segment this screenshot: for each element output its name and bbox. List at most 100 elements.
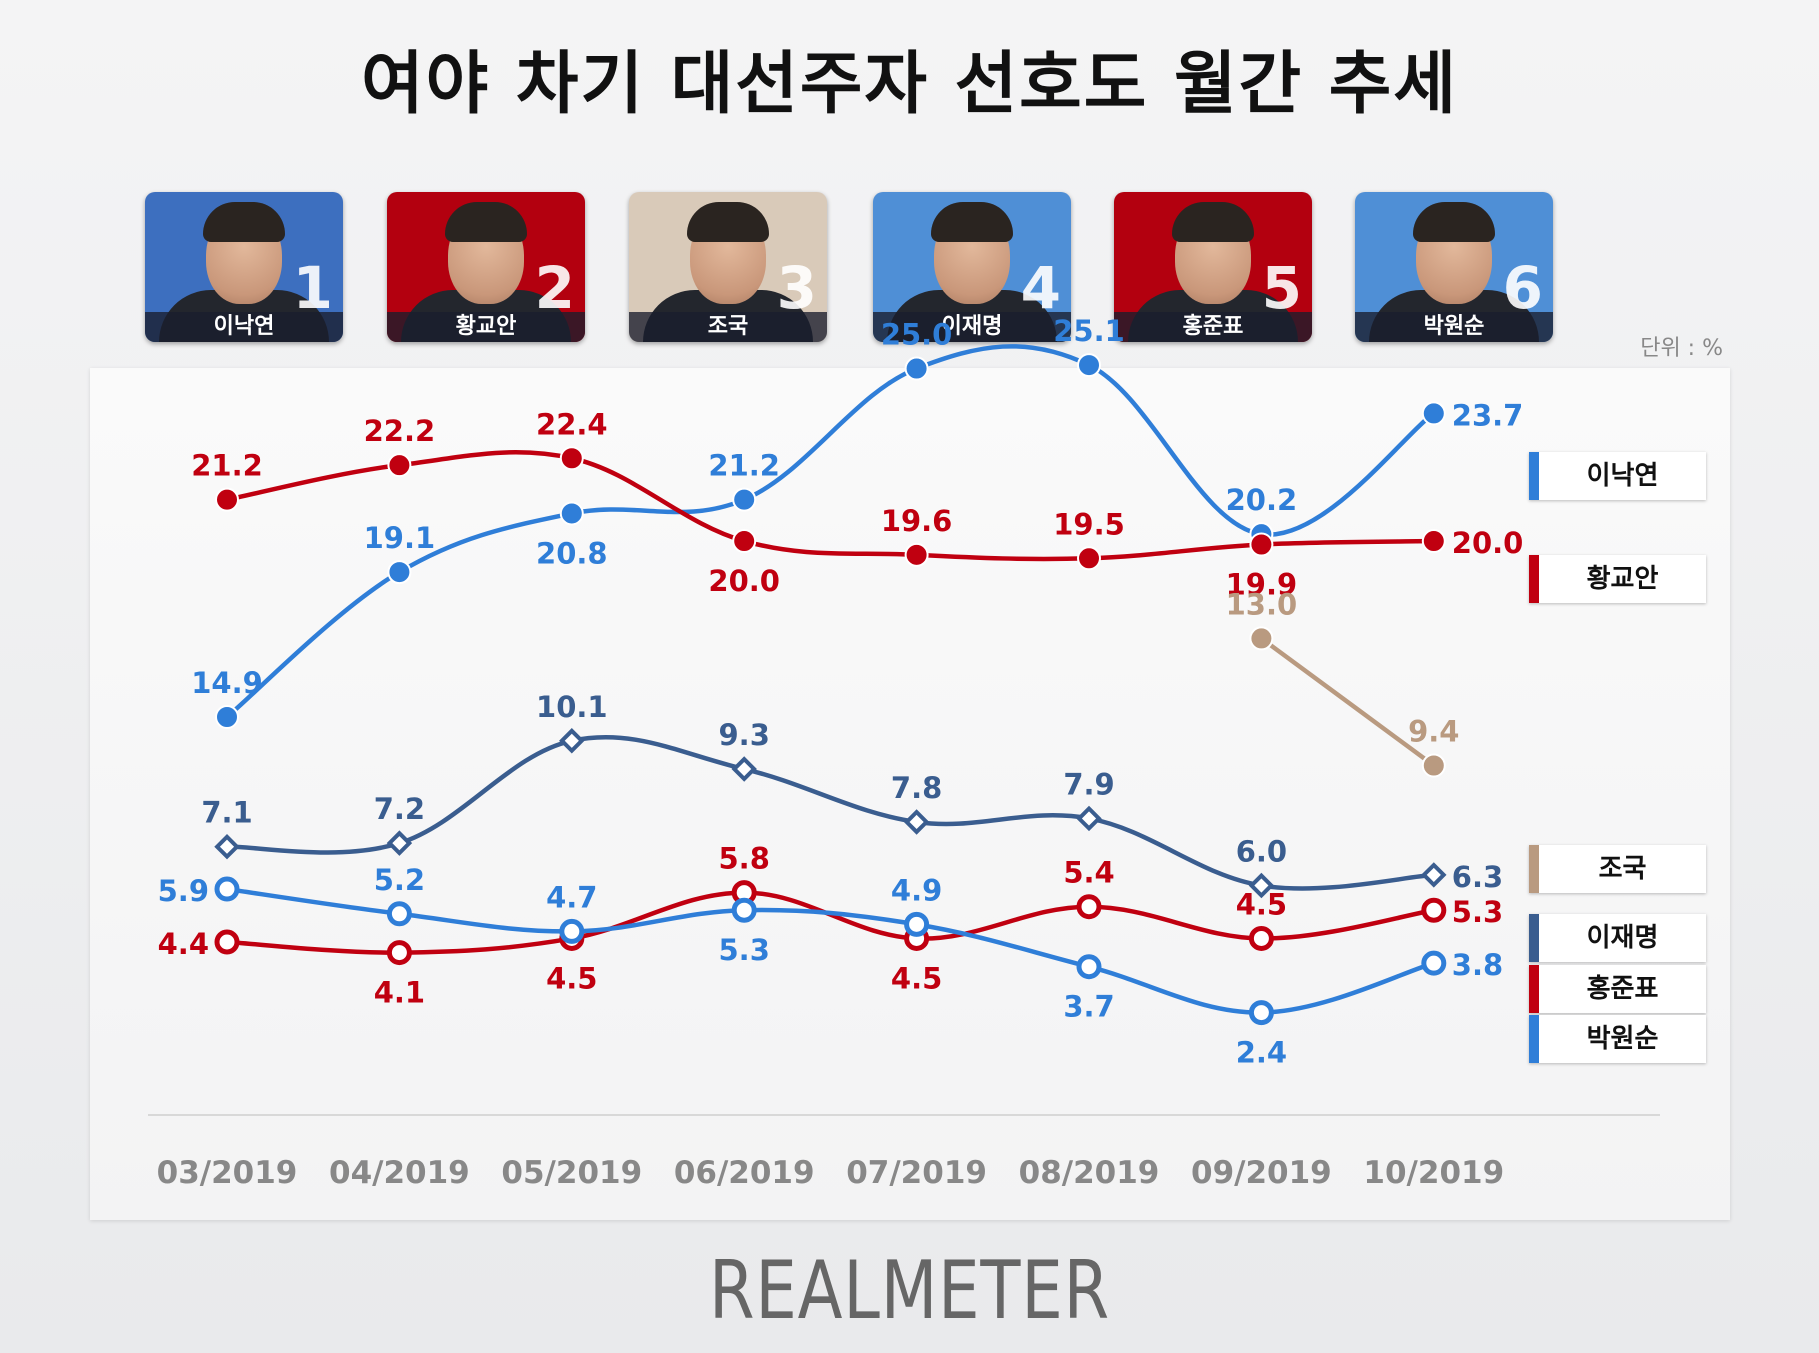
- data-label: 25.1: [1053, 314, 1125, 348]
- x-tick-label: 07/2019: [846, 1155, 987, 1191]
- data-point: [1248, 925, 1274, 951]
- candidate-name: 조국: [629, 312, 827, 342]
- data-label: 22.4: [536, 407, 608, 441]
- data-label: 21.2: [708, 449, 780, 483]
- data-label: 19.6: [881, 504, 953, 538]
- data-point: [1421, 529, 1446, 554]
- data-label: 4.5: [891, 961, 942, 995]
- data-label: 20.2: [1226, 483, 1298, 517]
- candidate-rank: 3: [776, 254, 817, 322]
- data-point: [387, 453, 412, 478]
- data-point: [732, 487, 757, 512]
- data-point: [1421, 950, 1447, 976]
- legend-item: 조국: [1529, 845, 1706, 893]
- data-point: [1248, 872, 1275, 899]
- candidate-name: 황교안: [387, 312, 585, 342]
- candidate-card: 3 조국: [629, 192, 827, 342]
- data-label: 21.2: [191, 449, 263, 483]
- x-tick-label: 09/2019: [1191, 1155, 1332, 1191]
- data-label: 7.2: [374, 792, 425, 826]
- x-tick-label: 10/2019: [1363, 1155, 1504, 1191]
- x-tick-label: 08/2019: [1019, 1155, 1160, 1191]
- data-point: [731, 897, 757, 923]
- data-label: 5.2: [374, 863, 425, 897]
- data-point: [1249, 626, 1274, 651]
- data-point: [1421, 862, 1447, 888]
- legend-item: 박원순: [1529, 1015, 1706, 1063]
- data-label: 4.4: [158, 927, 209, 961]
- data-label: 20.8: [536, 536, 608, 570]
- chart-title: 여야 차기 대선주자 선호도 월간 추세: [361, 45, 1458, 124]
- data-point: [1076, 894, 1102, 920]
- data-label: 4.5: [546, 961, 597, 995]
- x-tick-label: 06/2019: [674, 1155, 815, 1191]
- series-line: [226, 734, 1434, 891]
- data-label: 5.3: [719, 933, 770, 967]
- data-point: [386, 901, 412, 927]
- candidate-rank: 2: [534, 254, 575, 322]
- data-label: 4.9: [891, 873, 942, 907]
- data-label: 5.9: [158, 874, 209, 908]
- data-label: 5.4: [1063, 856, 1114, 890]
- series-line: [226, 450, 1434, 562]
- candidate-name: 이재명: [873, 312, 1071, 342]
- x-tick-label: 03/2019: [157, 1155, 298, 1191]
- candidate-rank: 1: [292, 254, 333, 322]
- data-label: 6.0: [1236, 835, 1287, 869]
- data-label: 5.3: [1452, 895, 1503, 929]
- portrait-hair: [445, 202, 527, 242]
- data-label: 23.7: [1452, 398, 1524, 432]
- legend-item: 이낙연: [1529, 452, 1706, 500]
- portrait-hair: [1413, 202, 1495, 242]
- candidate-card: 1 이낙연: [145, 192, 343, 342]
- data-label: 10.1: [536, 690, 608, 724]
- x-tick-label: 04/2019: [329, 1155, 470, 1191]
- data-point: [215, 705, 239, 729]
- data-point: [1076, 954, 1102, 980]
- series-line: [1260, 636, 1436, 768]
- data-point: [1076, 805, 1102, 832]
- data-point: [214, 929, 240, 955]
- data-point: [214, 833, 240, 860]
- data-label: 13.0: [1226, 587, 1298, 621]
- data-label: 3.8: [1452, 948, 1503, 982]
- legend-item: 홍준표: [1529, 965, 1706, 1013]
- data-label: 19.9: [1226, 568, 1298, 602]
- data-point: [387, 560, 412, 585]
- data-label: 7.8: [891, 771, 942, 805]
- portrait-hair: [687, 202, 769, 242]
- data-point: [1249, 532, 1274, 557]
- data-label: 5.8: [719, 842, 770, 876]
- candidate-card: 4 이재명: [873, 192, 1071, 342]
- data-point: [1248, 1000, 1274, 1026]
- data-point: [904, 356, 929, 381]
- data-point: [904, 542, 929, 567]
- data-point: [559, 501, 584, 526]
- portrait-hair: [1172, 202, 1254, 242]
- x-tick-label: 05/2019: [501, 1155, 642, 1191]
- legend-item: 황교안: [1529, 555, 1706, 603]
- candidate-rank: 4: [1020, 254, 1061, 322]
- candidate-name: 박원순: [1355, 312, 1553, 342]
- data-label: 4.1: [374, 976, 425, 1010]
- data-label: 20.0: [1452, 526, 1524, 560]
- data-point: [731, 756, 757, 782]
- data-point: [732, 529, 757, 554]
- candidate-card: 2 황교안: [387, 192, 585, 342]
- data-point: [559, 918, 585, 944]
- portrait-hair: [931, 202, 1013, 242]
- data-point: [1421, 401, 1446, 426]
- data-label: 25.0: [881, 318, 953, 352]
- data-point: [903, 809, 930, 835]
- brand-logo: REALMETER: [709, 1244, 1110, 1337]
- data-label: 9.4: [1408, 715, 1459, 749]
- data-point: [904, 911, 930, 937]
- data-label: 2.4: [1236, 1036, 1287, 1070]
- data-label: 20.0: [708, 564, 780, 598]
- unit-label: 단위 : %: [1640, 336, 1723, 361]
- chart-panel: [90, 368, 1730, 1220]
- series-line: [225, 344, 1436, 719]
- data-label: 4.7: [546, 880, 597, 914]
- candidate-card: 5 홍준표: [1114, 192, 1312, 342]
